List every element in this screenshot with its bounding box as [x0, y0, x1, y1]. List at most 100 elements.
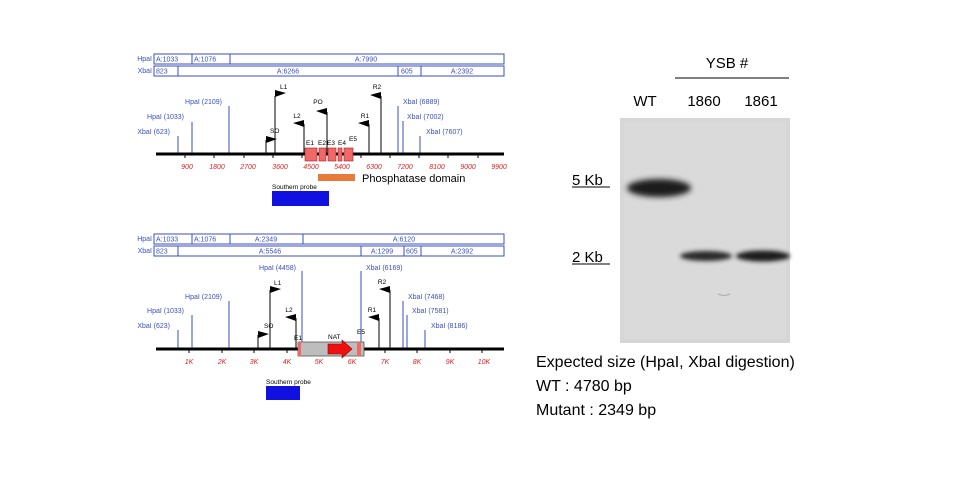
southern-blot-panel: YSB # WT 1860 1861 5 Kb 2 Kb [572, 55, 790, 343]
mut-tick-label: 2K [217, 359, 227, 366]
blot-band-1860-2kb [680, 251, 732, 261]
mut-tick-label: 4K [283, 359, 292, 366]
blot-lane-label-1860: 1860 [687, 93, 720, 110]
mut-marker-l2: L2 [285, 307, 293, 314]
mut-tick-label: 1K [185, 359, 194, 366]
flag-icon [316, 108, 327, 115]
nat-arrow-icon [327, 339, 353, 359]
mut-xbal-seg-1: 823 [156, 249, 168, 256]
mut-xbal-seg-2: A:5546 [259, 249, 281, 256]
wt-tick-label: 7200 [397, 164, 413, 171]
wt-tick-marks [184, 154, 479, 158]
mut-tick-label: 7K [381, 359, 390, 366]
mut-hpal-seg-4: A:6120 [393, 237, 415, 244]
wt-site-xbal-623: XbaI (623) [137, 129, 170, 136]
flag-icon [379, 286, 390, 293]
mut-site-xbal-6169: XbaI (6169) [366, 265, 403, 272]
mut-site-xbal-7581: XbaI (7581) [412, 308, 449, 315]
wt-tick-label: 5400 [334, 164, 350, 171]
mut-site-xbal-8186: XbaI (8186) [431, 323, 468, 330]
mut-hpal-seg-1: A:1033 [156, 237, 178, 244]
mut-site-xbal-623: XbaI (623) [137, 323, 170, 330]
wt-tick-label: 900 [181, 164, 193, 171]
mut-tick-label: 5K [315, 359, 324, 366]
wt-hpal-seg-2: A:1076 [194, 57, 216, 64]
mut-restriction-sites [177, 271, 426, 349]
mut-exon-e5-label: E5 [357, 329, 365, 336]
mut-xbal-seg-3: A:1299 [371, 249, 393, 256]
wt-exon-e2-label: E2 [318, 140, 326, 147]
wt-site-hpal-2109: HpaI (2109) [185, 99, 222, 106]
flag-icon [270, 286, 281, 293]
wt-exon-e4-label: E4 [338, 140, 346, 147]
wt-probe-label: Southern probe [272, 184, 317, 191]
mut-site-hpal-1033: HpaI (1033) [147, 308, 184, 315]
mut-hpal-row: HpaI A:1033 A:1076 A:2349 A:6120 [137, 233, 505, 245]
blot-band-wt-5kb [627, 179, 691, 197]
wt-marker-r1: R1 [361, 113, 370, 120]
blot-size-marker-2kb: 2 Kb [572, 249, 603, 266]
blot-size-marker-5kb: 5 Kb [572, 172, 603, 189]
flag-icon [293, 120, 304, 127]
wt-tick-label: 6300 [366, 164, 382, 171]
wt-site-xbal-7607: XbaI (7607) [426, 129, 463, 136]
wt-marker-po: PO [313, 99, 322, 106]
wt-xbal-seg-3: 605 [401, 69, 413, 76]
flag-icon [368, 314, 379, 321]
wt-hpal-row-label: HpaI [137, 56, 152, 63]
wt-exon-e3-label: E3 [327, 140, 335, 147]
flag-icon [258, 331, 269, 338]
mut-xbal-row-label: XbaI [138, 248, 152, 255]
wt-marker-r2: R2 [373, 84, 382, 91]
wt-restriction-sites [177, 106, 421, 154]
wt-hpal-seg-1: A:1033 [156, 57, 178, 64]
wt-phosphatase-domain-bar [318, 174, 355, 181]
wt-tick-label: 1800 [209, 164, 225, 171]
wt-tick-label: 3600 [272, 164, 288, 171]
mut-tick-label: 3K [250, 359, 259, 366]
wt-xbal-seg-2: A:6266 [277, 69, 299, 76]
blot-lane-label-1861: 1861 [744, 93, 777, 110]
mut-tick-label: 9K [446, 359, 455, 366]
mut-exon-e5 [357, 342, 361, 356]
mut-tick-label: 6K [348, 359, 357, 366]
flag-icon [266, 136, 277, 143]
flag-icon [358, 120, 369, 127]
wt-southern-probe-bar [272, 191, 329, 206]
wt-primer-markers: L1 SO L2 PO R2 R1 [265, 84, 382, 154]
mut-tick-label: 10K [478, 359, 491, 366]
wt-exon-e5-label: E5 [349, 136, 357, 143]
flag-icon [285, 314, 296, 321]
blot-lane-label-wt: WT [633, 93, 656, 110]
wt-site-xbal-7002: XbaI (7002) [407, 114, 444, 121]
expected-size-info: Expected size (HpaI, XbaI digestion) WT … [536, 354, 795, 419]
mut-nat-label: NAT [328, 334, 341, 341]
mut-marker-so: SO [264, 323, 273, 330]
mut-hpal-row-label: HpaI [137, 236, 152, 243]
info-title: Expected size (HpaI, XbaI digestion) [536, 354, 795, 371]
mut-xbal-seg-5: A:2392 [451, 249, 473, 256]
wt-marker-l2: L2 [293, 113, 301, 120]
info-mutant-size: Mutant : 2349 bp [536, 402, 656, 419]
flag-icon [370, 92, 381, 99]
wt-exon-e1-label: E1 [306, 140, 314, 147]
blot-band-1861-2kb [736, 250, 790, 262]
mut-marker-r2: R2 [378, 279, 387, 286]
blot-group-label: YSB # [706, 55, 749, 72]
info-wt-size: WT : 4780 bp [536, 378, 632, 395]
wt-tick-label: 2700 [239, 164, 256, 171]
mut-site-hpal-2109: HpaI (2109) [185, 294, 222, 301]
mut-site-hpal-4458: HpaI (4458) [259, 265, 296, 272]
wt-tick-label: 8100 [429, 164, 445, 171]
wt-locus-map: HpaI A:1033 A:1076 A:7990 XbaI 823 A:626… [137, 53, 507, 206]
mut-tick-label: 8K [413, 359, 422, 366]
wt-tick-labels: 900 1800 2700 3600 4500 5400 6300 7200 8… [181, 164, 507, 171]
wt-xbal-seg-4: A:2392 [451, 69, 473, 76]
wt-exons [304, 147, 354, 162]
mut-marker-l1: L1 [274, 280, 282, 287]
mut-site-xbal-7468: XbaI (7468) [408, 294, 445, 301]
wt-xbal-seg-1: 823 [156, 69, 168, 76]
wt-hpal-seg-3: A:7990 [355, 57, 377, 64]
wt-xbal-row-label: XbaI [138, 68, 152, 75]
